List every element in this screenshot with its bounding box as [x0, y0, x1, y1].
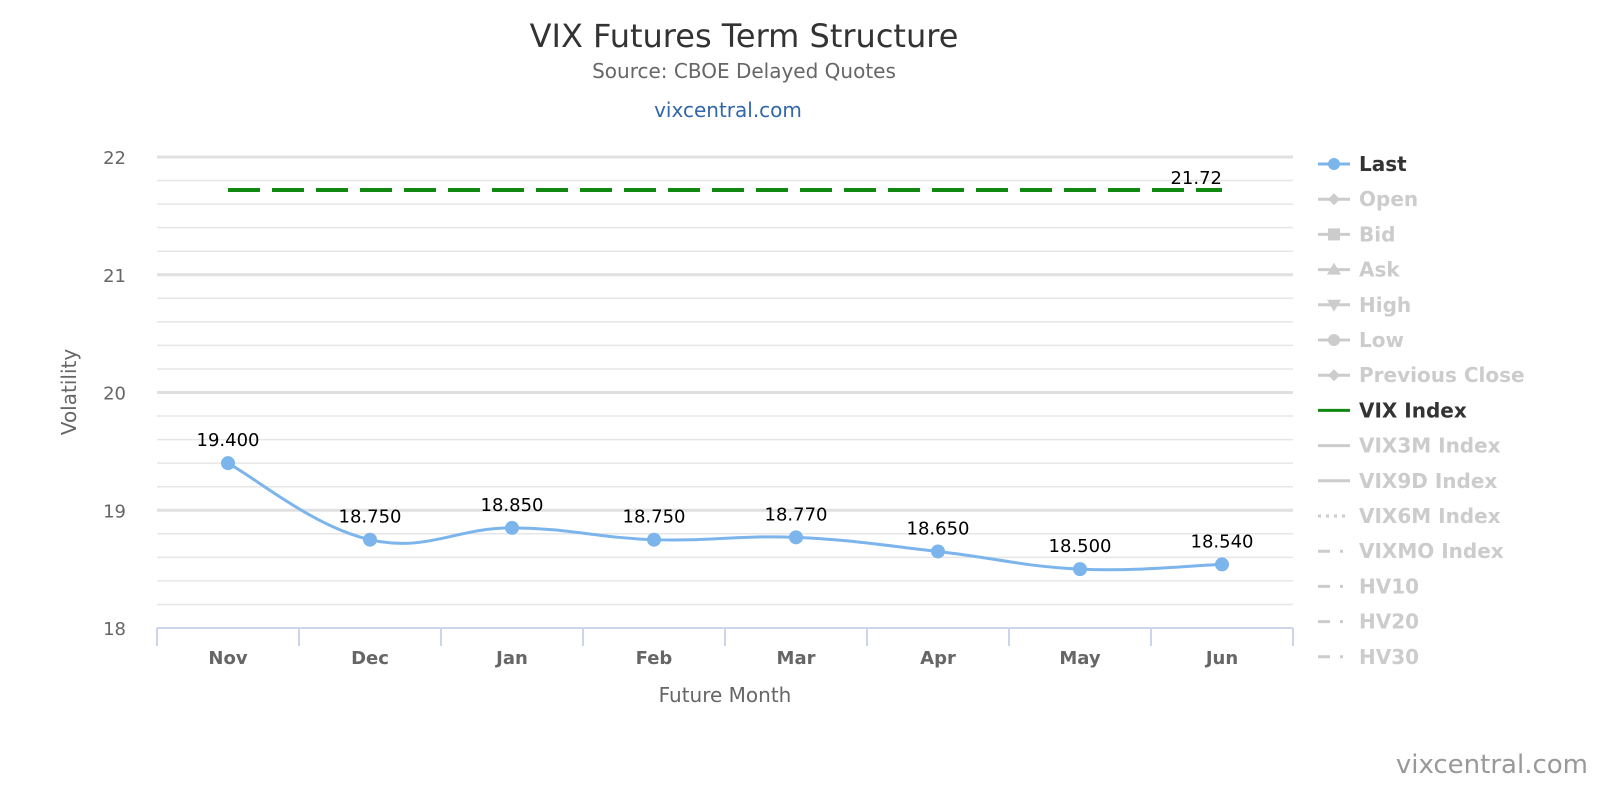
legend-label: Bid — [1359, 222, 1395, 246]
last-data-point[interactable] — [1073, 562, 1087, 577]
last-data-label: 18.850 — [481, 495, 544, 516]
y-axis-title: Volatility — [57, 349, 81, 436]
last-data-label: 18.540 — [1191, 531, 1254, 552]
chart-subtitle: Source: CBOE Delayed Quotes — [592, 59, 896, 83]
legend-triangle-down-marker-icon — [1327, 299, 1341, 312]
last-data-label: 18.770 — [765, 504, 828, 525]
legend-circle-marker-icon — [1328, 334, 1340, 346]
y-tick-label: 21 — [103, 266, 126, 287]
legend-item[interactable]: VIXMO Index — [1318, 539, 1504, 563]
legend-item[interactable]: Low — [1318, 328, 1404, 352]
last-data-point[interactable] — [221, 456, 235, 471]
x-tick-label: Mar — [777, 648, 816, 669]
legend-square-marker-icon — [1328, 228, 1340, 241]
legend-item[interactable]: HV30 — [1318, 645, 1419, 669]
legend-label: HV10 — [1359, 574, 1419, 598]
legend-item[interactable]: Bid — [1318, 222, 1395, 246]
last-series-line — [227, 461, 1223, 572]
legend-label: High — [1359, 293, 1411, 317]
legend-item[interactable]: VIX9D Index — [1318, 469, 1497, 493]
y-tick-label: 20 — [103, 384, 126, 405]
y-tick-label: 22 — [103, 148, 126, 169]
y-tick-label: 19 — [103, 501, 126, 522]
last-data-label: 19.400 — [197, 430, 260, 451]
legend-label: VIX Index — [1359, 398, 1467, 422]
legend-diamond-marker-icon — [1328, 193, 1340, 206]
subtitle-link[interactable]: vixcentral.com — [654, 98, 802, 122]
legend-label: VIX9D Index — [1359, 469, 1497, 493]
last-data-label: 18.650 — [907, 518, 970, 539]
last-data-label: 18.750 — [623, 507, 686, 528]
x-tick-label: Dec — [351, 648, 389, 669]
x-tick-label: May — [1059, 648, 1101, 669]
legend-label: VIX6M Index — [1359, 504, 1501, 528]
legend-diamond-marker-icon — [1328, 369, 1340, 382]
grid — [157, 155, 1293, 606]
legend-item[interactable]: VIX3M Index — [1318, 434, 1501, 458]
legend-circle-marker-icon — [1328, 158, 1340, 170]
legend-label: HV20 — [1359, 610, 1419, 634]
legend-label: Previous Close — [1359, 363, 1525, 387]
legend-item[interactable]: Ask — [1318, 258, 1400, 282]
last-data-point[interactable] — [363, 532, 377, 547]
series: 21.72 19.400 18.750 18.850 18.750 18.770 18.65… — [197, 168, 1254, 577]
credit[interactable]: vixcentral.com — [1396, 750, 1588, 780]
x-tick-label: Jan — [494, 648, 528, 669]
last-data-point[interactable] — [1215, 557, 1229, 572]
last-data-label: 18.750 — [339, 507, 402, 528]
last-data-point[interactable] — [505, 520, 519, 535]
legend-label: Last — [1359, 152, 1407, 176]
x-tick-label: Nov — [208, 648, 247, 669]
legend-item[interactable]: Previous Close — [1318, 363, 1525, 387]
legend-item[interactable]: HV10 — [1318, 574, 1419, 598]
legend-item[interactable]: HV20 — [1318, 610, 1419, 634]
x-tick-label: Feb — [636, 648, 673, 669]
last-data-point[interactable] — [931, 544, 945, 559]
legend-label: Low — [1359, 328, 1404, 352]
x-tick-label: Apr — [920, 648, 956, 669]
last-data-point[interactable] — [647, 532, 661, 547]
legend-label: HV30 — [1359, 645, 1419, 669]
chart-title: VIX Futures Term Structure — [530, 17, 959, 55]
legend-item[interactable]: VIX Index — [1318, 398, 1467, 422]
axes: 18 19 20 21 22 Nov Dec Jan Feb Mar Apr May Jun — [103, 148, 1294, 669]
x-tick-label: Jun — [1204, 648, 1238, 669]
legend-label: Open — [1359, 187, 1418, 211]
y-tick-label: 18 — [103, 619, 126, 640]
vix-index-label: 21.72 — [1170, 168, 1222, 189]
legend-triangle-marker-icon — [1327, 262, 1341, 275]
legend-item[interactable]: High — [1318, 293, 1411, 317]
legend: Last Open Bid Ask High Low Previous Close VIX I… — [1318, 152, 1525, 669]
last-data-point[interactable] — [789, 530, 803, 545]
legend-label: VIX3M Index — [1359, 434, 1501, 458]
legend-label: VIXMO Index — [1359, 539, 1504, 563]
x-axis-title: Future Month — [659, 683, 792, 707]
legend-label: Ask — [1359, 258, 1400, 282]
legend-item[interactable]: Last — [1318, 152, 1407, 176]
last-data-label: 18.500 — [1049, 536, 1112, 557]
legend-item[interactable]: VIX6M Index — [1318, 504, 1501, 528]
legend-item[interactable]: Open — [1318, 187, 1418, 211]
